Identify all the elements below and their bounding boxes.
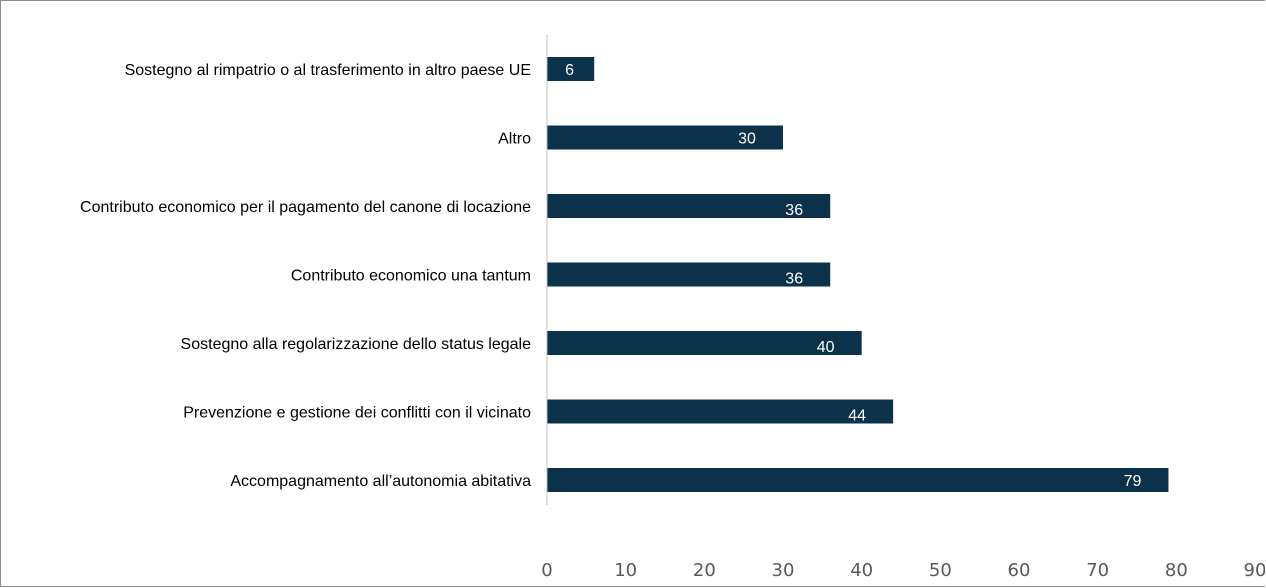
x-tick-label: 30 bbox=[772, 560, 795, 581]
category-label: Accompagnamento all’autonomia abitativa bbox=[230, 473, 531, 490]
bars bbox=[547, 57, 1169, 492]
data-labels: 6 30 36 36 40 44 79 bbox=[565, 62, 1141, 490]
x-tick-label: 20 bbox=[693, 560, 716, 581]
bar-data-label: 6 bbox=[565, 62, 574, 79]
x-tick-label: 40 bbox=[850, 560, 873, 581]
category-label: Sostegno alla regolarizzazione dello sta… bbox=[181, 336, 532, 353]
bar-data-label: 40 bbox=[817, 339, 835, 356]
x-tick-label: 0 bbox=[541, 560, 552, 581]
category-label: Sostegno al rimpatrio o al trasferimento… bbox=[125, 62, 531, 79]
x-tick-label: 10 bbox=[614, 560, 637, 581]
category-labels: Sostegno al rimpatrio o al trasferimento… bbox=[80, 62, 531, 490]
bar-data-label: 79 bbox=[1124, 473, 1142, 490]
bar bbox=[547, 399, 894, 424]
category-label: Altro bbox=[498, 131, 531, 148]
bar-data-label: 36 bbox=[785, 271, 803, 288]
bar-data-label: 44 bbox=[848, 408, 866, 425]
bar bbox=[547, 125, 783, 150]
bar bbox=[547, 468, 1169, 492]
bar bbox=[547, 194, 831, 218]
x-tick-labels: 0 10 20 30 40 50 60 70 80 90 bbox=[541, 560, 1265, 581]
x-tick-label: 60 bbox=[1008, 560, 1031, 581]
bar-data-label: 36 bbox=[785, 202, 803, 219]
x-tick-label: 70 bbox=[1086, 560, 1109, 581]
category-label: Prevenzione e gestione dei conflitti con… bbox=[183, 405, 531, 422]
x-tick-label: 50 bbox=[929, 560, 952, 581]
bar bbox=[547, 331, 862, 355]
category-label: Contributo economico per il pagamento de… bbox=[80, 199, 531, 216]
x-tick-label: 90 bbox=[1244, 560, 1265, 581]
bar-data-label: 30 bbox=[738, 131, 756, 148]
category-label: Contributo economico una tantum bbox=[291, 268, 531, 285]
bar bbox=[547, 262, 831, 287]
x-tick-label: 80 bbox=[1165, 560, 1188, 581]
bar bbox=[547, 57, 595, 81]
